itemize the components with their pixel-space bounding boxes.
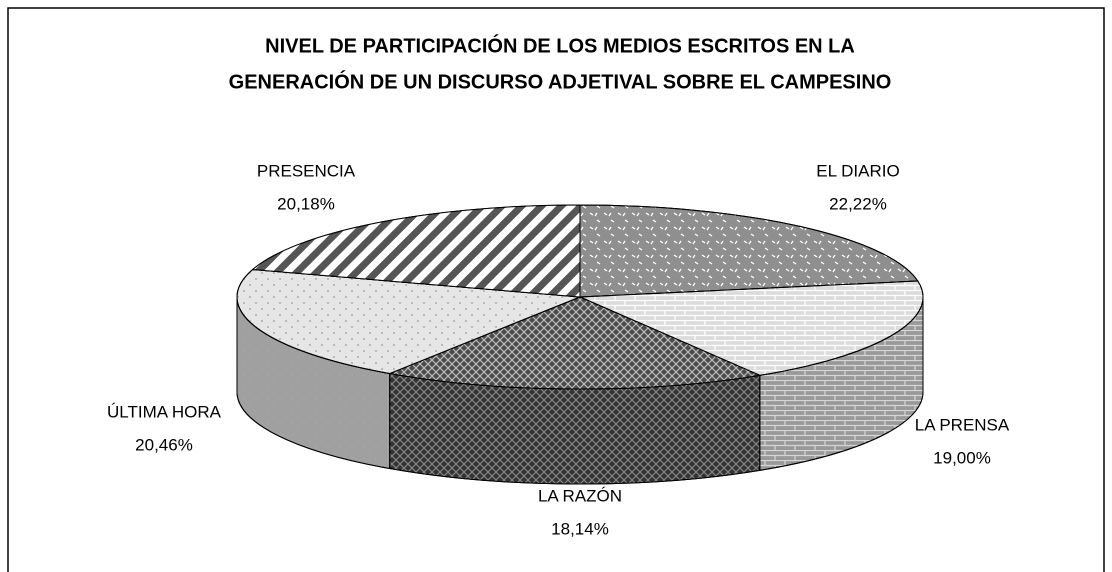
- slice-label: PRESENCIA: [257, 161, 356, 180]
- slice-label: EL DIARIO: [816, 161, 899, 180]
- chart-title: GENERACIÓN DE UN DISCURSO ADJETIVAL SOBR…: [229, 69, 892, 93]
- chart-frame: [7, 7, 1105, 572]
- slice-pattern: [579, 204, 919, 298]
- slice-value-label: 20,18%: [277, 194, 335, 213]
- slice-value-label: 18,14%: [551, 519, 609, 538]
- slice-pattern: [387, 296, 762, 390]
- slice-value-label: 22,22%: [829, 194, 887, 213]
- pie: [236, 204, 924, 485]
- slice-pattern: [251, 204, 581, 298]
- slice-label: ÚLTIMA HORA: [107, 402, 222, 421]
- slice-wall-pattern: [389, 372, 761, 485]
- slice-pattern: [236, 269, 581, 375]
- slice-value-label: 19,00%: [933, 448, 991, 467]
- slice-pattern: [579, 280, 924, 376]
- chart-title: NIVEL DE PARTICIPACIÓN DE LOS MEDIOS ESC…: [265, 33, 855, 57]
- slice-value-label: 20,46%: [135, 435, 193, 454]
- slice-label: LA RAZÓN: [538, 486, 622, 505]
- slice-label: LA PRENSA: [915, 415, 1010, 434]
